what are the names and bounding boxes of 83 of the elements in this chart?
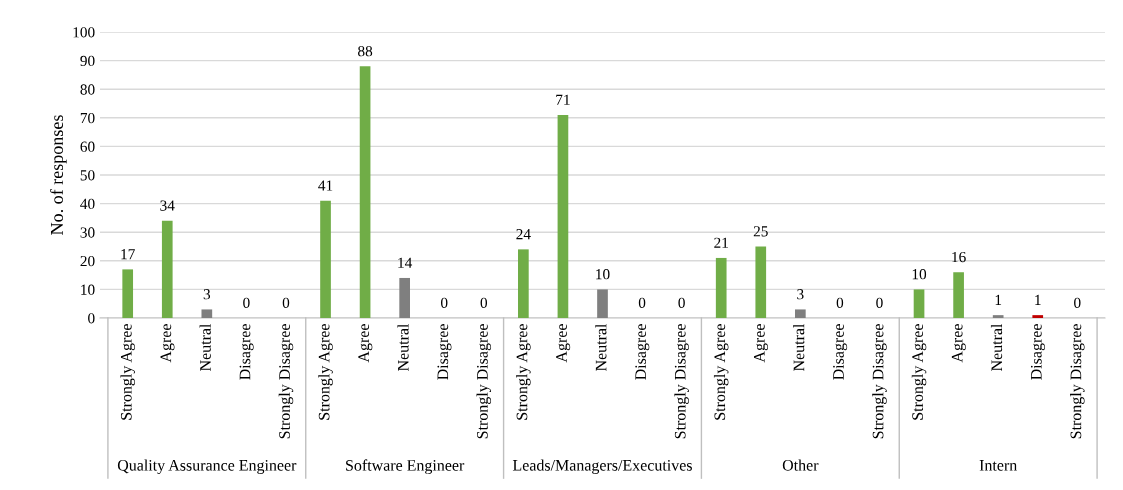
bar <box>1032 315 1044 318</box>
x-tick-label: Strongly Disagree <box>278 324 294 439</box>
bar <box>715 257 727 318</box>
y-axis-title: No. of responses <box>50 115 67 235</box>
data-label: 0 <box>441 297 448 308</box>
data-label: 0 <box>243 297 250 308</box>
bar <box>992 315 1004 318</box>
bar <box>201 309 213 318</box>
bar <box>794 309 806 318</box>
x-tick-label: Strongly Disagree <box>872 324 887 439</box>
x-tick-label: Strongly Disagree <box>674 324 689 439</box>
x-tick-label: Strongly Agree <box>516 324 531 420</box>
text: Intern <box>979 460 1017 471</box>
x-tick-label: Strongly Disagree <box>476 324 492 439</box>
x-tick-label: Agree <box>754 324 769 363</box>
data-label: 10 <box>912 269 927 280</box>
y-tick-label: 0 <box>88 313 95 324</box>
y-tick-label: 50 <box>80 170 95 181</box>
bar <box>953 272 964 318</box>
data-label: 1 <box>995 294 1002 305</box>
text: Software Engineer <box>346 459 465 475</box>
x-tick-label: Strongly Agree <box>318 324 333 420</box>
x-tick-label: Neutral <box>793 323 805 371</box>
x-tick-label: Disagree <box>1030 324 1045 380</box>
data-label: 0 <box>836 297 844 308</box>
x-tick-label: Agree <box>358 324 373 363</box>
x-tick-label: Neutral <box>990 323 1003 371</box>
x-tick-label: Disagree <box>833 324 848 380</box>
y-tick-label: 90 <box>80 55 95 67</box>
x-tick-label: Agree <box>556 324 571 363</box>
data-label: 21 <box>714 237 728 248</box>
data-label: 34 <box>160 200 175 211</box>
data-label: 17 <box>121 249 135 260</box>
data-label: 1 <box>1035 294 1041 305</box>
bar <box>557 114 569 318</box>
x-tick-label: Disagree <box>239 324 254 380</box>
x-tick-label: Agree <box>160 324 175 363</box>
x-tick-label: Strongly Agree <box>911 324 927 420</box>
x-tick-label: Neutral <box>199 323 211 371</box>
x-tick-label: Agree <box>951 324 966 363</box>
bar <box>399 277 411 318</box>
bar <box>597 289 608 318</box>
x-tick-label: Neutral <box>595 323 607 371</box>
data-label: 3 <box>797 289 804 300</box>
data-label: 3 <box>203 289 211 300</box>
data-label: 71 <box>556 94 570 105</box>
data-label: 24 <box>516 229 531 240</box>
data-label: 0 <box>480 297 488 308</box>
y-tick-label: 70 <box>80 112 95 124</box>
y-tick-label: 40 <box>80 198 95 210</box>
bar <box>359 66 371 318</box>
x-tick-label: Disagree <box>437 324 452 380</box>
y-tick-label: 10 <box>81 284 95 295</box>
bar <box>320 200 331 318</box>
data-label: 0 <box>282 297 290 308</box>
y-tick-label: 20 <box>80 255 95 267</box>
data-label: 0 <box>1074 297 1081 308</box>
x-tick-label: Strongly Agree <box>713 324 729 420</box>
data-label: 25 <box>753 226 768 237</box>
bar <box>122 269 134 318</box>
x-tick-label: Neutral <box>397 323 409 371</box>
data-label: 14 <box>398 257 413 268</box>
data-label: 0 <box>876 297 883 308</box>
data-label: 41 <box>318 180 333 191</box>
bar <box>161 220 173 318</box>
data-label: 0 <box>678 297 685 308</box>
data-label: 16 <box>952 251 966 263</box>
bar <box>518 249 529 318</box>
text: Leads/Managers/Executives <box>512 459 692 474</box>
data-label: 10 <box>596 269 610 280</box>
data-label: 0 <box>638 297 646 308</box>
y-tick-label: 100 <box>73 27 95 38</box>
x-tick-label: Strongly Disagree <box>1070 324 1085 439</box>
x-tick-label: Disagree <box>635 324 650 380</box>
data-label: 88 <box>358 45 373 57</box>
text: Other <box>782 459 819 471</box>
x-tick-label: Strongly Agree <box>120 324 135 420</box>
y-tick-label: 30 <box>80 227 95 238</box>
y-tick-label: 60 <box>80 141 95 152</box>
bar <box>755 246 767 318</box>
bar <box>913 289 925 318</box>
text: Quality Assurance Engineer <box>117 459 297 474</box>
y-tick-label: 80 <box>80 84 95 95</box>
